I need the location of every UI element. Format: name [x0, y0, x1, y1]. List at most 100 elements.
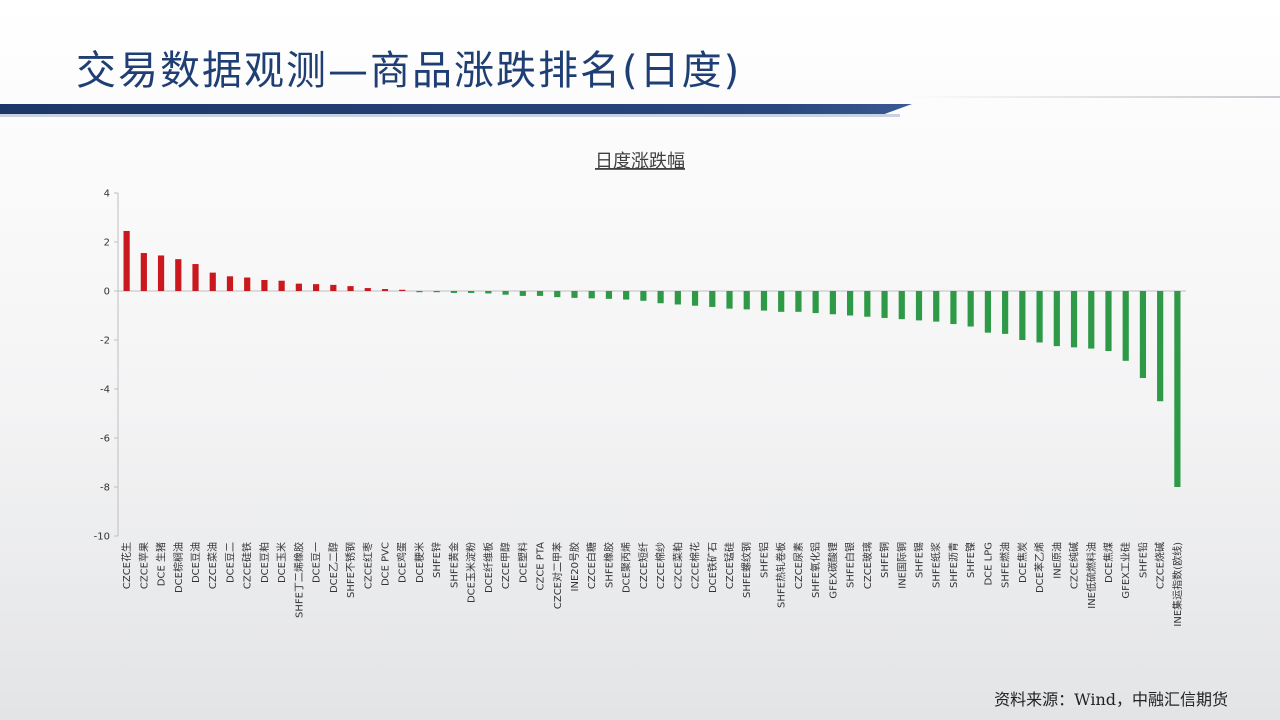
- category-label: CZCE玻璃: [861, 542, 874, 589]
- bar: [1139, 291, 1147, 378]
- bar: [933, 291, 940, 322]
- category-label: SHFE沥青: [947, 542, 960, 588]
- category-label: SHFE螺纹钢: [740, 542, 753, 598]
- category-label: SHFE白银: [844, 542, 857, 588]
- category-label: GFEX碳酸锂: [826, 542, 839, 599]
- y-tick-label: 2: [104, 238, 110, 249]
- bar: [261, 279, 268, 291]
- category-label: SHFE镍: [964, 542, 977, 578]
- category-label: INE集运指数(欧线): [1171, 542, 1184, 627]
- bar: [157, 255, 165, 291]
- category-label: DCE乙二醇: [327, 542, 340, 593]
- category-label: DCE玉米: [275, 542, 288, 583]
- bar: [881, 291, 888, 318]
- bar: [278, 280, 285, 291]
- category-label: DCE粳米: [413, 542, 426, 583]
- bar: [726, 291, 733, 309]
- bar: [295, 283, 302, 291]
- y-axis: 4 2 0 -2 -4 -6 -8 -10: [94, 189, 1186, 543]
- category-label: CZCE棉纱: [654, 542, 667, 589]
- bar: [778, 291, 785, 312]
- page-title: 交易数据观测—商品涨跌排名(日度): [76, 48, 742, 94]
- chart-title: 日度涨跌幅: [595, 151, 685, 172]
- bar: [674, 291, 681, 305]
- bar: [864, 291, 871, 317]
- bar: [433, 291, 440, 293]
- bar: [192, 264, 199, 291]
- bar: [381, 289, 389, 291]
- bar: [915, 291, 923, 321]
- category-label: DCE棕榈油: [172, 542, 185, 593]
- bar: [1002, 291, 1009, 334]
- bar: [536, 291, 544, 296]
- bar: [226, 276, 234, 291]
- bar: [244, 277, 251, 291]
- bar: [691, 291, 699, 306]
- y-tick-label: 0: [104, 287, 110, 298]
- category-label: CZCE尿素: [792, 542, 805, 589]
- title-underline-shadow: [0, 114, 900, 117]
- category-label: SHFE氧化铝: [809, 542, 822, 598]
- y-tick-label: 4: [104, 189, 110, 200]
- title-underline-bar: [0, 104, 912, 114]
- bar: [485, 291, 492, 294]
- category-label: SHFE不锈钢: [344, 542, 357, 598]
- category-label: SHFE热轧卷板: [775, 542, 788, 608]
- category-label: SHFE黄金: [447, 542, 460, 588]
- bar: [760, 291, 768, 311]
- bar: [795, 291, 802, 312]
- category-label: DCE豆油: [189, 542, 202, 583]
- bar: [313, 284, 320, 291]
- bar: [519, 291, 526, 296]
- bar: [123, 230, 130, 291]
- bar: [1088, 291, 1095, 349]
- category-label: SHFE锡: [913, 542, 926, 578]
- bar: [829, 291, 836, 315]
- category-label: DCE豆二: [224, 542, 236, 583]
- bar: [1105, 291, 1112, 352]
- category-label: DCE PVC: [381, 542, 392, 586]
- bar: [416, 291, 423, 293]
- decorative-swoosh: [900, 96, 1280, 98]
- bar: [209, 272, 216, 292]
- bar: [364, 288, 371, 291]
- bar: [140, 253, 147, 291]
- category-label: DCE聚丙烯: [620, 542, 633, 593]
- category-label: DCE纤维板: [482, 542, 495, 593]
- category-label: SHFE铅: [1136, 542, 1149, 578]
- bar: [330, 284, 337, 292]
- bar: [1053, 291, 1060, 347]
- category-label: DCE豆一: [311, 542, 323, 583]
- category-label: CZCE花生: [120, 542, 133, 589]
- category-label: DCE铁矿石: [706, 542, 719, 593]
- category-label: SHFE丁二烯橡胶: [292, 542, 305, 618]
- y-tick-label: -4: [100, 385, 110, 396]
- bar: [640, 291, 647, 301]
- category-label: DCE 生猪: [155, 542, 168, 586]
- category-label: DCE苯乙烯: [1033, 542, 1046, 593]
- y-tick-label: -8: [100, 483, 110, 494]
- category-labels: CZCE花生 CZCE苹果 DCE 生猪 DCE棕榈油 DCE豆油 CZCE菜油 DCE豆二…: [120, 542, 1184, 627]
- bar: [1122, 291, 1129, 361]
- category-label: CZCE苹果: [137, 542, 150, 589]
- category-label: CZCE烧碱: [1154, 542, 1167, 589]
- category-label: CZCE对二甲苯: [551, 542, 564, 609]
- category-label: DCE焦炭: [1016, 542, 1029, 583]
- source-note: 资料来源：Wind，中融汇信期货: [994, 690, 1228, 709]
- bar: [450, 291, 457, 293]
- bar: [1174, 291, 1181, 487]
- category-label: INE20号胶: [568, 542, 581, 591]
- bar: [502, 291, 509, 295]
- bar: [1070, 291, 1078, 348]
- bar: [657, 291, 664, 304]
- bar: [709, 291, 716, 307]
- category-label: CZCE红枣: [361, 542, 374, 589]
- category-label: SHFE锌: [430, 542, 443, 578]
- bar: [898, 291, 905, 320]
- category-label: CZCE锰硅: [723, 542, 736, 589]
- category-label: CZCE菜粕: [671, 542, 684, 589]
- bar: [605, 291, 613, 299]
- category-label: SHFE燃油: [999, 542, 1012, 588]
